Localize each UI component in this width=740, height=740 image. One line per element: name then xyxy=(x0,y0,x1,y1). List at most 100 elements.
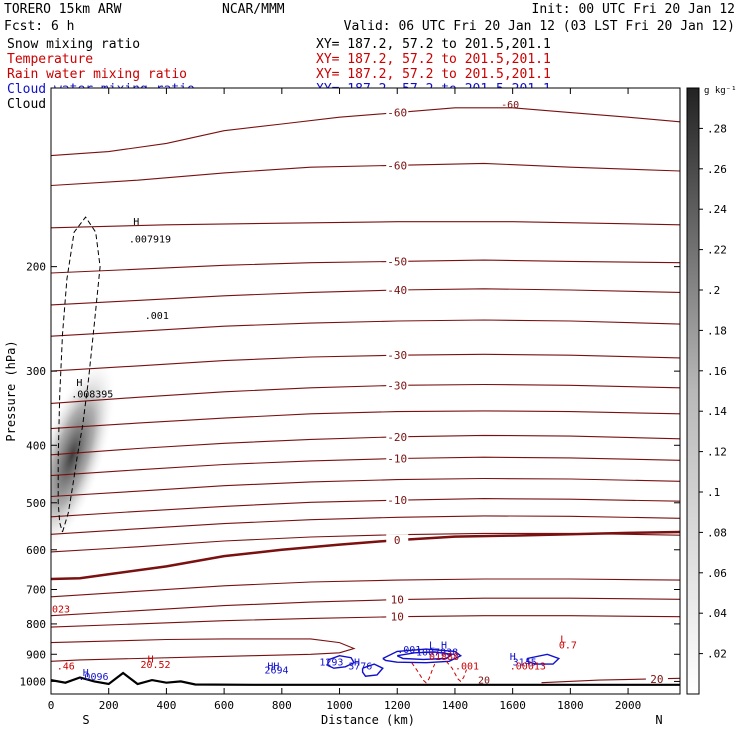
x-tick-label: 1600 xyxy=(499,699,526,712)
y-tick-label: 500 xyxy=(26,497,46,510)
plot-frame xyxy=(50,87,681,695)
y-tick-label: 600 xyxy=(26,544,46,557)
x-axis-label: Distance (km) xyxy=(321,713,415,727)
extremum-marker: 1007938 xyxy=(416,648,458,659)
isotherm-line xyxy=(51,319,680,337)
y-tick-label: 200 xyxy=(26,261,46,274)
colorbar-tick-label: .2 xyxy=(707,284,720,297)
colorbar-tick-label: .04 xyxy=(707,607,727,620)
y-tick-label: 400 xyxy=(26,439,46,452)
extremum-marker: HH xyxy=(267,662,279,673)
isotherm-label-bg xyxy=(386,593,409,606)
isotherm-line xyxy=(541,677,680,684)
isotherm-line xyxy=(51,259,680,274)
rain-contour xyxy=(411,662,436,684)
colorbar-tick-label: .14 xyxy=(707,405,727,418)
isotherm-label-bg xyxy=(386,106,409,119)
y-tick-label: 800 xyxy=(26,618,46,631)
temperature-isotherms: -60 -60 -50 -40 -30 -30 -20 -10 -10 0 10 10 20 xyxy=(51,106,680,686)
extremum-marker: 0.7 xyxy=(559,640,577,651)
cloud-water-contour xyxy=(361,663,384,677)
x-tick-label: 600 xyxy=(214,699,234,712)
extremum-marker: H xyxy=(148,655,154,666)
extremum-marker: .001 xyxy=(145,311,169,322)
isotherm-label: -10 xyxy=(387,494,407,507)
forecast-hour: Fcst: 6 h xyxy=(4,19,74,34)
cloud-water-contours xyxy=(327,648,561,677)
legend-field-xy: XY= 187.2, 57.2 to 201.5,201.1 xyxy=(316,37,551,52)
colorbar-tick-label: .18 xyxy=(707,324,727,337)
x-tick-label: 1200 xyxy=(384,699,411,712)
isotherm-label-bg xyxy=(386,284,409,297)
cloud-ice-core xyxy=(51,356,117,556)
snow-contour-line xyxy=(57,216,101,533)
model-title: TORERO 15km ARW xyxy=(4,2,122,17)
center-label: NCAR/MMM xyxy=(222,2,285,17)
isotherm-label: 20 xyxy=(650,673,663,686)
isotherm-label-bg xyxy=(386,610,409,623)
isotherm-label: 10 xyxy=(391,594,404,607)
cloud-water-contour xyxy=(526,653,561,665)
extremum-marker: .46 xyxy=(57,662,75,673)
colorbar-tick-label: .06 xyxy=(707,567,727,580)
isotherm-label: -30 xyxy=(387,379,407,392)
snow-contours xyxy=(57,216,101,533)
isotherm-label-bg xyxy=(386,349,409,362)
extremum-marker: H xyxy=(354,657,360,668)
colorbar-tick-label: .22 xyxy=(707,244,727,257)
x-tick-label: 800 xyxy=(272,699,292,712)
colorbar xyxy=(686,87,700,695)
extremum-marker: 20.52 xyxy=(140,660,170,671)
legend-field-label: Temperature xyxy=(7,52,93,67)
colorbar-tick-label: .24 xyxy=(707,203,727,216)
isotherm-label: -60 xyxy=(387,159,407,172)
isotherm-label: -20 xyxy=(387,431,407,444)
extremum-marker: .008395 xyxy=(71,389,113,400)
isotherm-label: -10 xyxy=(387,452,407,465)
x-tick-label: 2000 xyxy=(615,699,642,712)
legend-field-xy: XY= 187.2, 57.2 to 201.5,201.1 xyxy=(316,52,551,67)
legend-field-label: Snow mixing ratio xyxy=(7,37,140,52)
isotherm-line xyxy=(51,288,680,306)
legend-field-xy: XY= 187.2, 57.2 to 201.5,201.1 xyxy=(316,67,551,82)
extremum-marker: 3145 xyxy=(513,657,537,668)
cloud-water-contour xyxy=(396,651,454,661)
legend-field-label: Rain water mixing ratio xyxy=(7,67,187,82)
x-tick-label: 400 xyxy=(156,699,176,712)
isotherm-line xyxy=(51,107,680,157)
colorbar-unit: g kg⁻¹ xyxy=(704,86,737,96)
isotherm-line xyxy=(51,638,356,662)
isotherm-line xyxy=(51,353,680,372)
isotherm-label: -30 xyxy=(387,349,407,362)
y-tick-label: 300 xyxy=(26,365,46,378)
x-tick-label: 1000 xyxy=(326,699,353,712)
extremum-marker: L xyxy=(560,635,566,646)
isotherm-label: -60 xyxy=(387,107,407,120)
isotherm-line xyxy=(51,477,680,498)
extremum-marker: .007919 xyxy=(129,234,171,245)
terrain-profile xyxy=(51,671,680,686)
isotherm-label-bg xyxy=(386,379,409,392)
isotherm-line xyxy=(51,162,680,187)
extremum-marker: H xyxy=(133,217,139,228)
y-axis-label: Pressure (hPa) xyxy=(4,340,18,441)
rain-contours xyxy=(411,660,467,684)
extremum-marker: 3776 xyxy=(348,662,372,673)
isotherm-line xyxy=(51,615,680,628)
isotherm-label: 0 xyxy=(394,534,401,547)
south-label: S xyxy=(82,713,89,727)
isotherm-line xyxy=(51,578,680,598)
extrema-labels: H.007919.001H.008395H20.52.46H.0096HH269… xyxy=(52,100,577,687)
colorbar-tick-label: .12 xyxy=(707,446,727,459)
isotherm-line xyxy=(51,434,680,456)
terrain-line xyxy=(51,671,680,686)
colorbar-tick-label: .1 xyxy=(707,486,720,499)
colorbar-tick-label: .02 xyxy=(707,648,727,661)
north-label: N xyxy=(655,713,662,727)
colorbar-tick-label: .26 xyxy=(707,163,727,176)
y-tick-label: 1000 xyxy=(20,675,47,688)
isotherm-line xyxy=(51,597,680,617)
isotherm-line xyxy=(51,221,680,229)
colorbar-tick-label: .28 xyxy=(707,122,727,135)
